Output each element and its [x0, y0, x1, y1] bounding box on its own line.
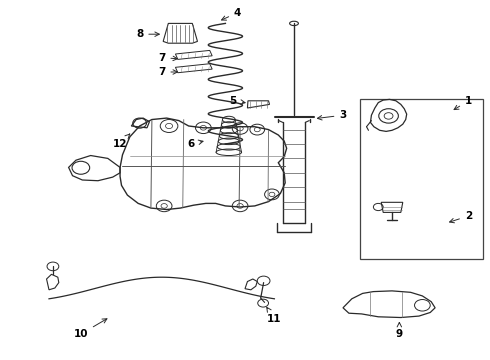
Text: 5: 5 — [230, 96, 245, 106]
Text: 12: 12 — [113, 134, 130, 149]
Text: 6: 6 — [188, 139, 203, 149]
Text: 4: 4 — [221, 8, 242, 20]
Text: 7: 7 — [158, 53, 177, 63]
Text: 2: 2 — [450, 211, 472, 223]
Text: 8: 8 — [136, 29, 159, 39]
Text: 10: 10 — [74, 319, 107, 339]
Bar — [360, 99, 483, 259]
Text: 7: 7 — [158, 67, 177, 77]
Text: 1: 1 — [454, 96, 472, 109]
Text: 11: 11 — [267, 307, 282, 324]
Text: 9: 9 — [396, 323, 403, 339]
Text: 3: 3 — [318, 110, 346, 120]
